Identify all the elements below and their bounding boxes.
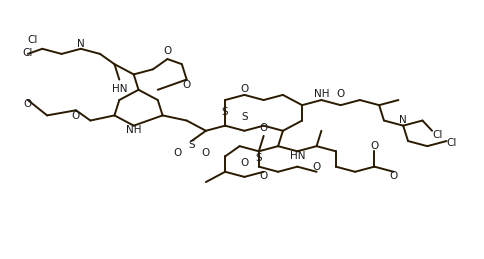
Text: Cl: Cl [447,138,457,148]
Text: N: N [399,115,407,125]
Text: NH: NH [314,89,329,99]
Text: HN: HN [289,152,305,161]
Text: Cl: Cl [28,35,38,45]
Text: HN: HN [111,83,127,93]
Text: Cl: Cl [23,48,33,58]
Text: Cl: Cl [432,130,442,140]
Text: O: O [370,141,378,151]
Text: S: S [222,106,228,117]
Text: O: O [259,171,268,181]
Text: O: O [336,89,345,99]
Text: O: O [202,148,210,157]
Text: O: O [163,46,171,56]
Text: O: O [390,171,398,181]
Text: S: S [188,140,195,150]
Text: O: O [240,158,248,168]
Text: O: O [182,80,191,90]
Text: O: O [259,123,268,133]
Text: NH: NH [126,125,141,134]
Text: O: O [72,111,80,121]
Text: S: S [241,112,248,122]
Text: O: O [240,83,248,93]
Text: O: O [24,99,32,109]
Text: N: N [77,39,85,49]
Text: S: S [256,153,262,163]
Text: O: O [313,162,321,172]
Text: O: O [173,148,181,157]
